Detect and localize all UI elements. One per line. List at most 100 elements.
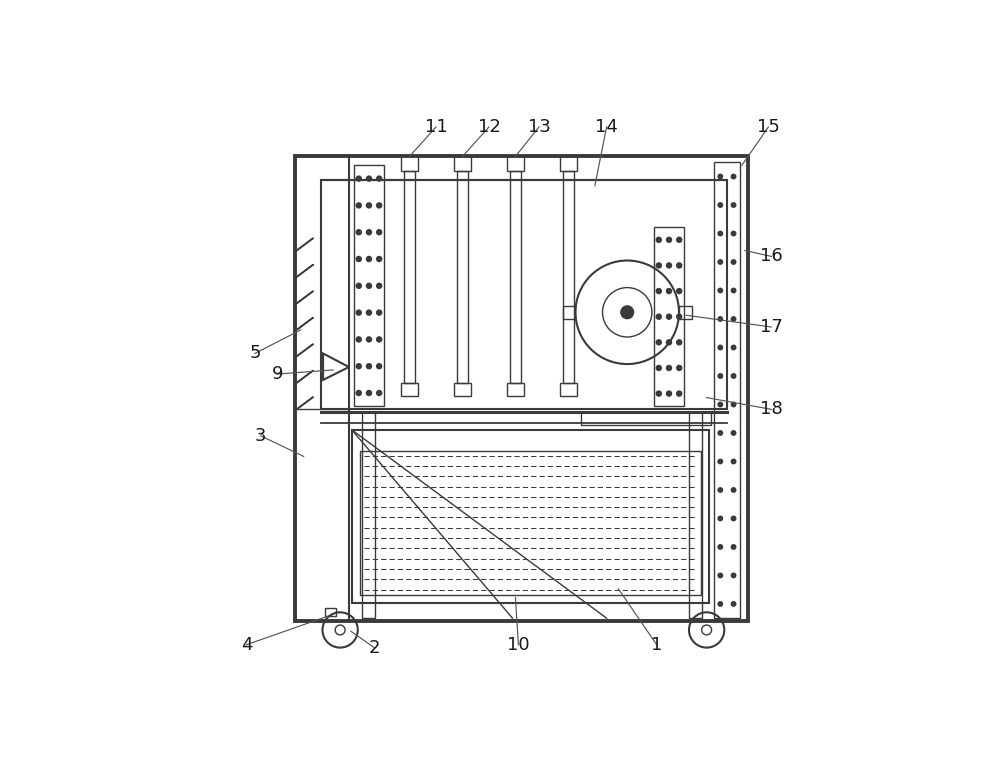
Circle shape xyxy=(731,402,736,407)
Circle shape xyxy=(656,288,662,294)
Bar xyxy=(401,157,418,171)
Bar xyxy=(360,451,701,594)
Circle shape xyxy=(676,262,682,269)
Bar xyxy=(581,413,711,426)
Circle shape xyxy=(356,283,362,289)
Text: 1: 1 xyxy=(651,636,662,654)
Circle shape xyxy=(656,262,662,269)
Circle shape xyxy=(656,313,662,320)
Text: 3: 3 xyxy=(255,427,266,445)
Text: 15: 15 xyxy=(757,118,780,136)
Text: 12: 12 xyxy=(478,118,500,136)
Circle shape xyxy=(676,288,682,294)
Bar xyxy=(563,306,575,319)
Bar xyxy=(352,430,709,604)
Circle shape xyxy=(356,202,362,209)
Circle shape xyxy=(717,316,723,322)
Circle shape xyxy=(656,237,662,243)
Circle shape xyxy=(366,229,372,235)
Bar xyxy=(654,227,684,406)
Bar xyxy=(401,383,418,396)
Circle shape xyxy=(366,176,372,182)
Circle shape xyxy=(717,487,723,493)
Circle shape xyxy=(717,287,723,293)
Circle shape xyxy=(717,572,723,578)
Circle shape xyxy=(717,402,723,407)
Circle shape xyxy=(731,173,736,180)
Text: 13: 13 xyxy=(528,118,550,136)
Circle shape xyxy=(666,237,672,243)
Circle shape xyxy=(376,229,382,235)
Text: 16: 16 xyxy=(760,248,783,265)
Circle shape xyxy=(717,373,723,379)
Circle shape xyxy=(666,262,672,269)
Circle shape xyxy=(676,339,682,345)
Circle shape xyxy=(676,390,682,397)
Text: 2: 2 xyxy=(369,639,380,656)
Circle shape xyxy=(620,306,634,319)
Bar xyxy=(510,171,521,383)
Circle shape xyxy=(717,601,723,607)
Circle shape xyxy=(731,345,736,351)
Circle shape xyxy=(366,309,372,316)
Circle shape xyxy=(666,288,672,294)
Circle shape xyxy=(676,364,682,371)
Bar xyxy=(404,171,415,383)
Circle shape xyxy=(717,202,723,208)
Circle shape xyxy=(731,202,736,208)
Bar xyxy=(507,383,524,396)
Circle shape xyxy=(676,313,682,320)
Circle shape xyxy=(376,336,382,342)
Circle shape xyxy=(366,202,372,209)
Circle shape xyxy=(366,363,372,370)
Bar xyxy=(714,162,740,618)
Circle shape xyxy=(731,259,736,265)
Circle shape xyxy=(366,336,372,342)
Circle shape xyxy=(731,572,736,578)
Circle shape xyxy=(376,363,382,370)
Circle shape xyxy=(717,231,723,236)
Text: 10: 10 xyxy=(507,636,530,654)
Text: 9: 9 xyxy=(271,365,283,383)
Bar xyxy=(563,171,574,383)
Circle shape xyxy=(717,345,723,351)
Circle shape xyxy=(676,237,682,243)
Bar xyxy=(325,608,336,617)
Circle shape xyxy=(717,544,723,550)
Circle shape xyxy=(356,363,362,370)
Bar xyxy=(454,157,471,171)
Text: 11: 11 xyxy=(425,118,447,136)
Bar xyxy=(560,383,577,396)
Circle shape xyxy=(731,231,736,236)
Circle shape xyxy=(666,339,672,345)
Circle shape xyxy=(717,516,723,521)
Text: 18: 18 xyxy=(760,400,783,419)
Circle shape xyxy=(731,458,736,465)
Circle shape xyxy=(376,390,382,397)
Circle shape xyxy=(717,173,723,180)
Text: 17: 17 xyxy=(760,318,783,336)
Circle shape xyxy=(731,430,736,436)
Circle shape xyxy=(356,256,362,262)
Bar xyxy=(457,171,468,383)
Circle shape xyxy=(376,256,382,262)
Circle shape xyxy=(731,601,736,607)
Circle shape xyxy=(376,309,382,316)
Circle shape xyxy=(731,287,736,293)
Circle shape xyxy=(731,316,736,322)
Bar xyxy=(362,413,375,618)
Circle shape xyxy=(356,229,362,235)
Circle shape xyxy=(376,283,382,289)
Bar xyxy=(507,157,524,171)
Bar xyxy=(689,413,702,618)
Circle shape xyxy=(666,364,672,371)
Circle shape xyxy=(717,458,723,465)
Circle shape xyxy=(366,390,372,397)
Circle shape xyxy=(356,176,362,182)
Circle shape xyxy=(356,309,362,316)
Circle shape xyxy=(656,364,662,371)
Circle shape xyxy=(717,430,723,436)
Bar xyxy=(679,306,692,319)
Text: 14: 14 xyxy=(595,118,618,136)
Circle shape xyxy=(366,283,372,289)
